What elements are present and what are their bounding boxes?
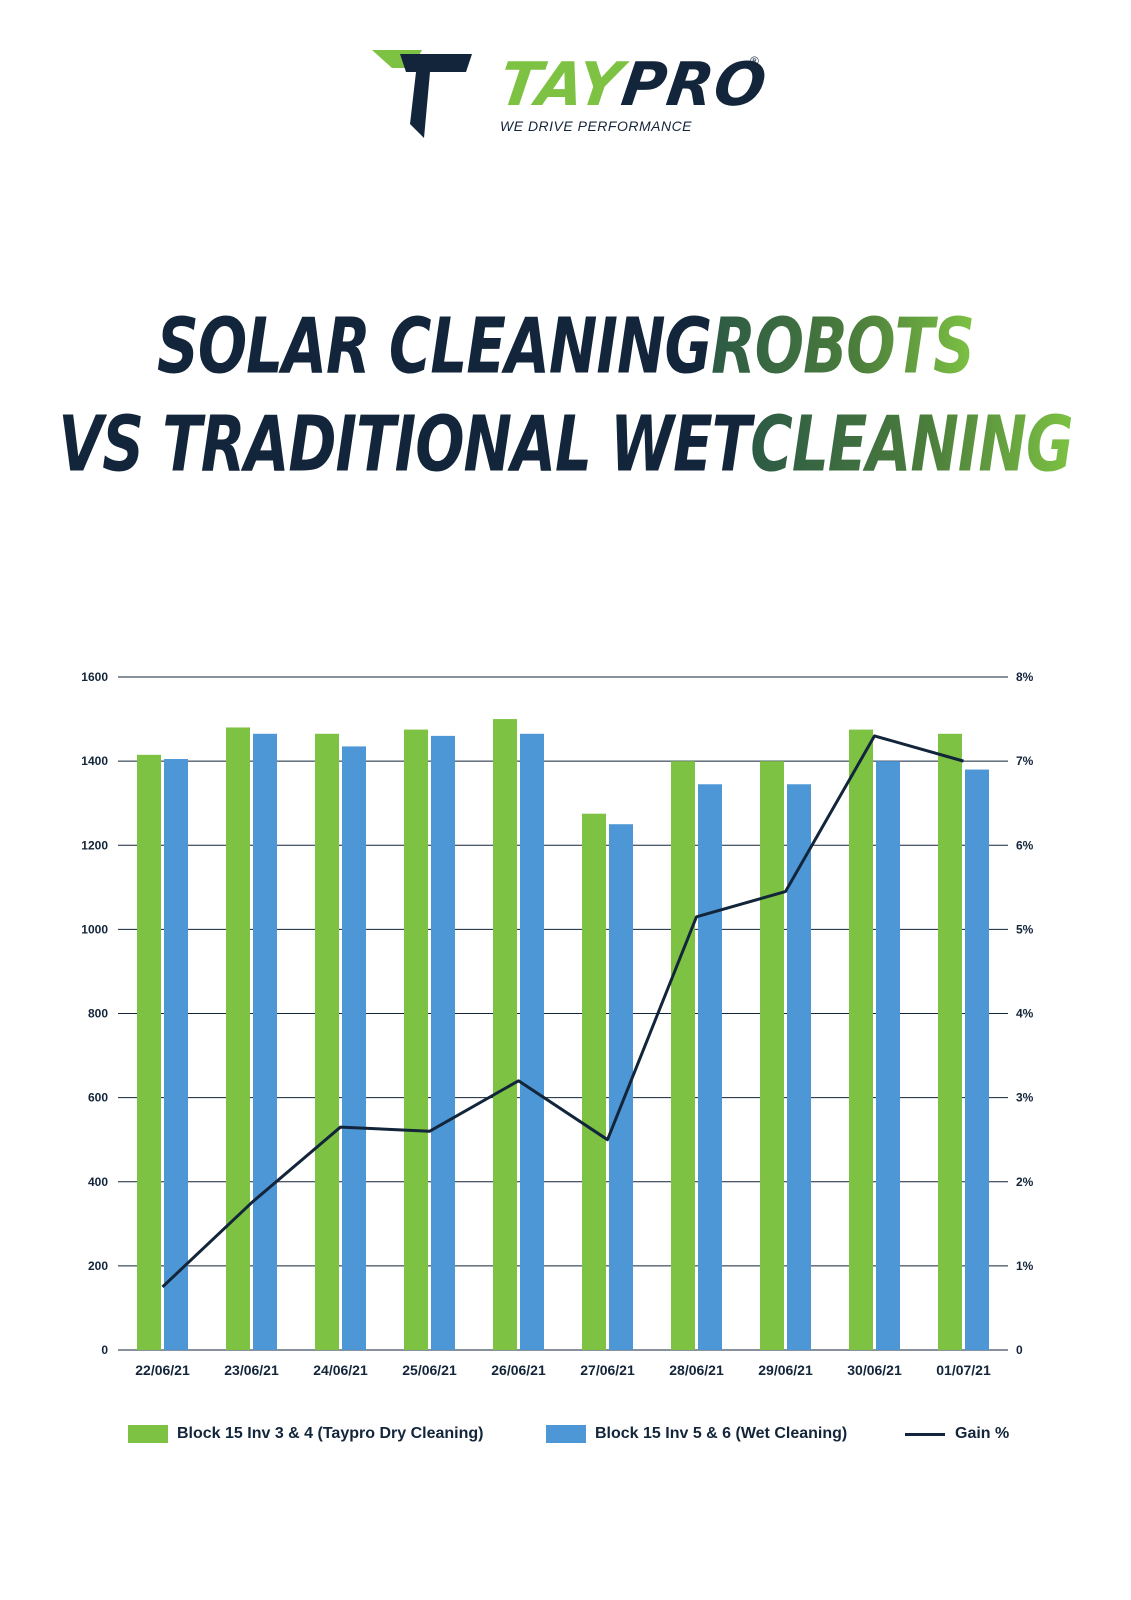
taypro-logo: TAYPRO ® WE DRIVE PERFORMANCE	[372, 46, 771, 146]
bar-dry	[137, 754, 161, 1350]
bar-wet	[787, 784, 811, 1350]
legend-item-gain: Gain %	[905, 1422, 1009, 1446]
x-tick-label: 27/06/21	[580, 1362, 635, 1378]
y-tick-label: 800	[88, 1007, 108, 1021]
x-tick-label: 24/06/21	[313, 1362, 368, 1378]
taypro-mark-icon	[372, 50, 472, 138]
y2-tick-label: 6%	[1016, 838, 1034, 852]
x-tick-label: 01/07/21	[936, 1362, 991, 1378]
gain-line	[161, 734, 964, 1288]
bar-dry	[671, 761, 695, 1350]
y2-tick-label: 2%	[1016, 1175, 1034, 1189]
y2-tick-label: 4%	[1016, 1007, 1034, 1021]
x-tick-label: 23/06/21	[224, 1362, 279, 1378]
bar-dry	[493, 719, 517, 1350]
y-tick-label: 200	[88, 1259, 108, 1273]
legend-item-dry: Block 15 Inv 3 & 4 (Taypro Dry Cleaning)	[128, 1422, 483, 1446]
x-tick-label: 28/06/21	[669, 1362, 724, 1378]
bar-wet	[698, 784, 722, 1350]
bar-wet	[965, 769, 989, 1350]
bar-wet	[164, 759, 188, 1350]
bar-wet	[431, 735, 455, 1350]
bar-dry	[404, 729, 428, 1350]
title-line-2: VS TRADITIONAL WET CLEANING	[58, 399, 1073, 489]
y-tick-label: 0	[101, 1343, 108, 1357]
bar-dry	[315, 733, 339, 1350]
registered-mark: ®	[750, 54, 759, 68]
legend-line-gain	[905, 1432, 945, 1436]
title-line-1: SOLAR CLEANING ROBOTS	[157, 301, 975, 391]
bar-dry	[582, 813, 606, 1350]
legend-label-wet: Block 15 Inv 5 & 6 (Wet Cleaning)	[595, 1425, 848, 1442]
bar-wet	[342, 746, 366, 1350]
brand-tagline: WE DRIVE PERFORMANCE	[500, 118, 693, 134]
bar-dry	[938, 733, 962, 1350]
x-tick-label: 30/06/21	[847, 1362, 902, 1378]
y-tick-label: 1200	[81, 838, 108, 852]
bar-wet	[253, 733, 277, 1350]
y2-tick-label: 0	[1016, 1343, 1023, 1357]
y-tick-label: 1400	[81, 754, 108, 768]
bar-dry	[849, 729, 873, 1350]
y2-tick-label: 3%	[1016, 1091, 1034, 1105]
y-tick-label: 600	[88, 1091, 108, 1105]
bar-wet	[876, 761, 900, 1350]
x-tick-label: 29/06/21	[758, 1362, 813, 1378]
bar-dry	[760, 761, 784, 1350]
legend-label-gain: Gain %	[955, 1425, 1010, 1442]
y2-tick-label: 1%	[1016, 1259, 1034, 1273]
x-tick-label: 22/06/21	[135, 1362, 190, 1378]
y2-tick-label: 8%	[1016, 670, 1034, 684]
y-tick-label: 1600	[81, 670, 108, 684]
legend-item-wet: Block 15 Inv 5 & 6 (Wet Cleaning)	[546, 1422, 847, 1446]
x-tick-label: 26/06/21	[491, 1362, 546, 1378]
legend-swatch-dry	[128, 1425, 168, 1443]
x-tick-label: 25/06/21	[402, 1362, 457, 1378]
y2-tick-label: 5%	[1016, 922, 1034, 936]
bar-wet	[520, 733, 544, 1350]
legend-label-dry: Block 15 Inv 3 & 4 (Taypro Dry Cleaning)	[177, 1425, 484, 1442]
legend-swatch-wet	[546, 1425, 586, 1443]
y2-tick-label: 7%	[1016, 754, 1034, 768]
y-tick-label: 1000	[81, 922, 108, 936]
bar-dry	[226, 727, 250, 1350]
y-tick-label: 400	[88, 1175, 108, 1189]
